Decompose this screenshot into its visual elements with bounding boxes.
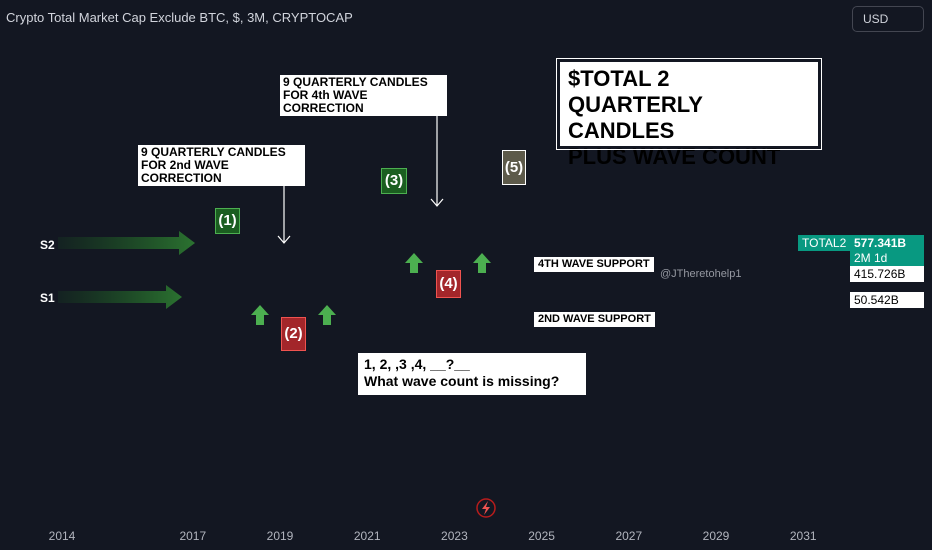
currency-button[interactable]: USD [852, 6, 924, 32]
support-up-arrow [251, 305, 269, 325]
symbol-tag: TOTAL2 [798, 235, 851, 251]
s2-label: S2 [40, 238, 55, 252]
support-label-2nd: 2ND WAVE SUPPORT [534, 312, 655, 327]
x-tick-label: 2019 [267, 529, 294, 543]
x-tick-label: 2023 [441, 529, 468, 543]
author-watermark: @JTheretohelp1 [660, 268, 742, 280]
s2-arrow [58, 231, 195, 255]
event-lightning-glyph [482, 501, 490, 515]
support-up-arrow [405, 253, 423, 273]
note-4th-pointer-head [430, 198, 444, 207]
wave-3-label: (3) [381, 168, 407, 194]
x-tick-label: 2017 [179, 529, 206, 543]
wave-5-label: (5) [502, 150, 526, 185]
s1-label: S1 [40, 291, 55, 305]
event-lightning-icon [476, 498, 496, 518]
note-2nd-pointer-head [277, 235, 291, 244]
note-4th-wave: 9 QUARTERLY CANDLES FOR 4th WAVE CORRECT… [280, 75, 447, 116]
support-4th-price-tag: 415.726B [850, 266, 924, 282]
x-tick-label: 2014 [49, 529, 76, 543]
support-up-arrow [473, 253, 491, 273]
countdown-tag: 2M 1d [850, 250, 924, 266]
note-2nd-wave: 9 QUARTERLY CANDLES FOR 2nd WAVE CORRECT… [138, 145, 305, 186]
chart-title: Crypto Total Market Cap Exclude BTC, $, … [6, 10, 353, 25]
x-tick-label: 2021 [354, 529, 381, 543]
question-box: 1, 2, ,3 ,4, __?__ What wave count is mi… [358, 353, 586, 395]
support-up-arrow [318, 305, 336, 325]
last-price-tag: 577.341B [850, 235, 924, 251]
x-tick-label: 2025 [528, 529, 555, 543]
x-tick-label: 2029 [703, 529, 730, 543]
wave-2-label: (2) [281, 317, 306, 351]
support-2nd-price-tag: 50.542B [850, 292, 924, 308]
x-tick-label: 2031 [790, 529, 817, 543]
s1-arrow [58, 285, 182, 309]
headline-box: $TOTAL 2 QUARTERLY CANDLES PLUS WAVE COU… [556, 58, 822, 169]
wave-1-label: (1) [215, 208, 240, 234]
wave-4-label: (4) [436, 270, 461, 298]
x-tick-label: 2027 [615, 529, 642, 543]
support-label-4th: 4TH WAVE SUPPORT [534, 257, 654, 272]
